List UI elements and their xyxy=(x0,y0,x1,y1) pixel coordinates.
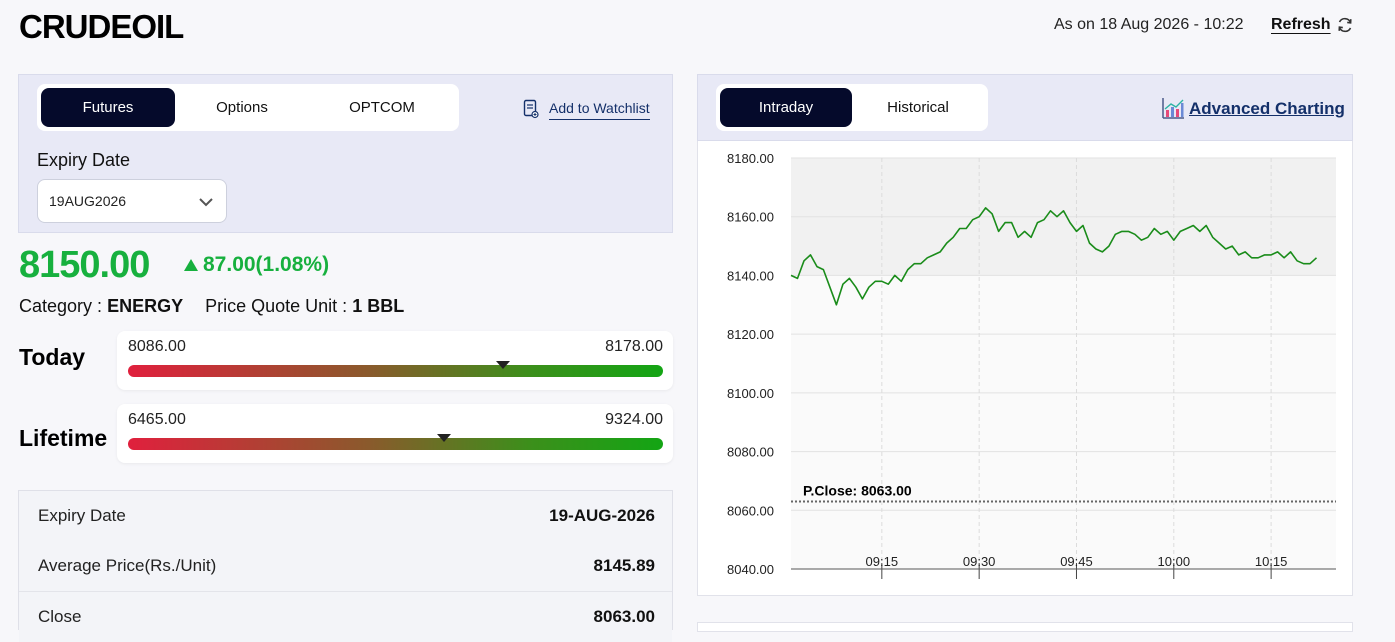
y-tick-label: 8040.00 xyxy=(727,562,774,577)
chart-tabs: Intraday Historical xyxy=(716,84,988,131)
today-range-label: Today xyxy=(19,344,86,370)
table-row: Close 8063.00 xyxy=(19,592,672,642)
x-tick-label: 10:15 xyxy=(1255,554,1288,569)
expiry-select[interactable]: 19AUG2026 xyxy=(37,179,227,223)
lifetime-range-card: 6465.00 9324.00 xyxy=(117,404,673,463)
chart-icon[interactable] xyxy=(1161,97,1185,119)
advanced-charting-link[interactable]: Advanced Charting xyxy=(1189,99,1345,118)
next-card xyxy=(697,622,1353,632)
category-value: ENERGY xyxy=(107,296,184,316)
table-row: Expiry Date 19-AUG-2026 xyxy=(19,491,672,542)
tab-intraday[interactable]: Intraday xyxy=(720,88,852,127)
row-key: Close xyxy=(38,607,82,626)
row-key: Expiry Date xyxy=(38,506,126,525)
y-tick-label: 8080.00 xyxy=(727,445,774,460)
row-value: 8145.89 xyxy=(593,556,655,575)
lifetime-range-label: Lifetime xyxy=(19,425,108,451)
lifetime-high: 9324.00 xyxy=(605,411,663,428)
refresh-button[interactable]: Refresh xyxy=(1271,16,1331,33)
row-value: 19-AUG-2026 xyxy=(549,506,655,525)
refresh-icon[interactable] xyxy=(1336,16,1354,34)
today-range-card: 8086.00 8178.00 xyxy=(117,331,673,390)
tab-futures[interactable]: Futures xyxy=(41,88,175,127)
page-title: CRUDEOIL xyxy=(19,8,184,45)
up-arrow-icon xyxy=(184,259,198,271)
price-series-line xyxy=(790,207,1318,306)
y-tick-label: 8100.00 xyxy=(727,386,774,401)
x-tick-label: 10:00 xyxy=(1158,554,1191,569)
lifetime-low: 6465.00 xyxy=(128,411,186,428)
tab-historical[interactable]: Historical xyxy=(887,99,949,116)
lifetime-range-bar xyxy=(128,438,663,450)
row-key: Average Price(Rs./Unit) xyxy=(38,556,217,575)
y-tick-label: 8180.00 xyxy=(727,151,774,166)
category-line: Category : ENERGY Price Quote Unit : 1 B… xyxy=(19,296,404,317)
chart-lower-band xyxy=(791,275,1336,569)
as-on-timestamp: As on 18 Aug 2026 - 10:22 xyxy=(1054,16,1244,33)
add-to-watchlist-link[interactable]: Add to Watchlist xyxy=(549,100,650,120)
today-high: 8178.00 xyxy=(605,338,663,355)
x-tick-label: 09:30 xyxy=(963,554,996,569)
chevron-down-icon xyxy=(199,198,213,207)
price-quote-unit-value: 1 BBL xyxy=(352,296,405,316)
watchlist-icon[interactable] xyxy=(523,99,539,119)
expiry-date-label: Expiry Date xyxy=(37,150,131,170)
y-tick-label: 8160.00 xyxy=(727,210,774,225)
y-tick-label: 8120.00 xyxy=(727,327,774,342)
table-row: Average Price(Rs./Unit) 8145.89 xyxy=(19,541,672,592)
row-value: 8063.00 xyxy=(593,607,655,626)
intraday-chart: 8180.00 8160.00 8140.00 8120.00 8100.00 8080.… xyxy=(727,151,1336,579)
details-table: Expiry Date 19-AUG-2026 Average Price(Rs… xyxy=(18,490,673,642)
category-label: Category : xyxy=(19,296,103,316)
tab-optcom[interactable]: OPTCOM xyxy=(349,99,415,116)
lifetime-range-marker xyxy=(436,434,451,442)
price-change: 87.00(1.08%) xyxy=(203,253,330,276)
y-tick-label: 8060.00 xyxy=(727,503,774,518)
x-tick-label: 09:45 xyxy=(1060,554,1093,569)
instrument-tabs: Futures Options OPTCOM xyxy=(37,84,459,131)
today-low: 8086.00 xyxy=(128,338,186,355)
price-quote-unit-label: Price Quote Unit : xyxy=(205,296,348,316)
tab-options[interactable]: Options xyxy=(216,99,268,116)
expiry-select-value: 19AUG2026 xyxy=(49,193,127,209)
today-range-bar xyxy=(128,365,663,377)
y-tick-label: 8140.00 xyxy=(727,268,774,283)
today-range-marker xyxy=(495,361,510,369)
last-price: 8150.00 xyxy=(19,244,150,286)
x-tick-label: 09:15 xyxy=(866,554,899,569)
prev-close-label: P.Close: 8063.00 xyxy=(803,482,912,498)
